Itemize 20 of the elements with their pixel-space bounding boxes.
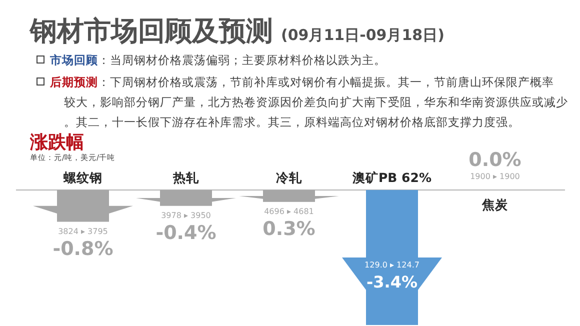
annotation: 3824 ▸ 3795 [58, 226, 108, 236]
annotation: 129.0 ▸ 124.7 [364, 260, 420, 270]
x-tick-label: 焦炭 [481, 197, 509, 212]
x-tick-label: 热轧 [172, 170, 200, 185]
text: 1900 ▸ 1900 [470, 172, 520, 181]
text: 涨跌幅 [29, 132, 84, 153]
data-label: -0.8% [52, 238, 114, 260]
x-tick-label: 冷轧 [276, 170, 303, 185]
data-label: -3.4% [366, 272, 418, 292]
x-tick-label: 澳矿PB 62% [352, 170, 432, 185]
text: 市场回顾：当周钢材价格震荡偏弱；主要原材料价格以跌为主。 [49, 53, 386, 67]
annotation: 0.3% [262, 218, 316, 240]
annotation: 4696 ▸ 4681 [264, 206, 314, 216]
data-label: -0.4% [156, 222, 216, 244]
chart-title: 钢材市场回顾及预测 [29, 16, 273, 47]
chart-subtitle: (09月11日-09月18日) [281, 26, 444, 44]
annotation: 3978 ▸ 3950 [161, 210, 211, 220]
text: 后期预测：下周钢材价格或震荡，节前补库或对钢价有小幅提振。其一，节前唐山环保限产概率较大，影响部分钢厂产量，北方热卷资源因价差负向扩大南下受阻，华东和华南资源供应或减少。其二，十一长假下游存在补库需求。其三，原料端高位对钢材价格底部支撑力度强。 [49, 75, 568, 129]
x-tick-label: 螺纹钢 [62, 170, 102, 185]
data-label: 0.0% [468, 149, 522, 171]
